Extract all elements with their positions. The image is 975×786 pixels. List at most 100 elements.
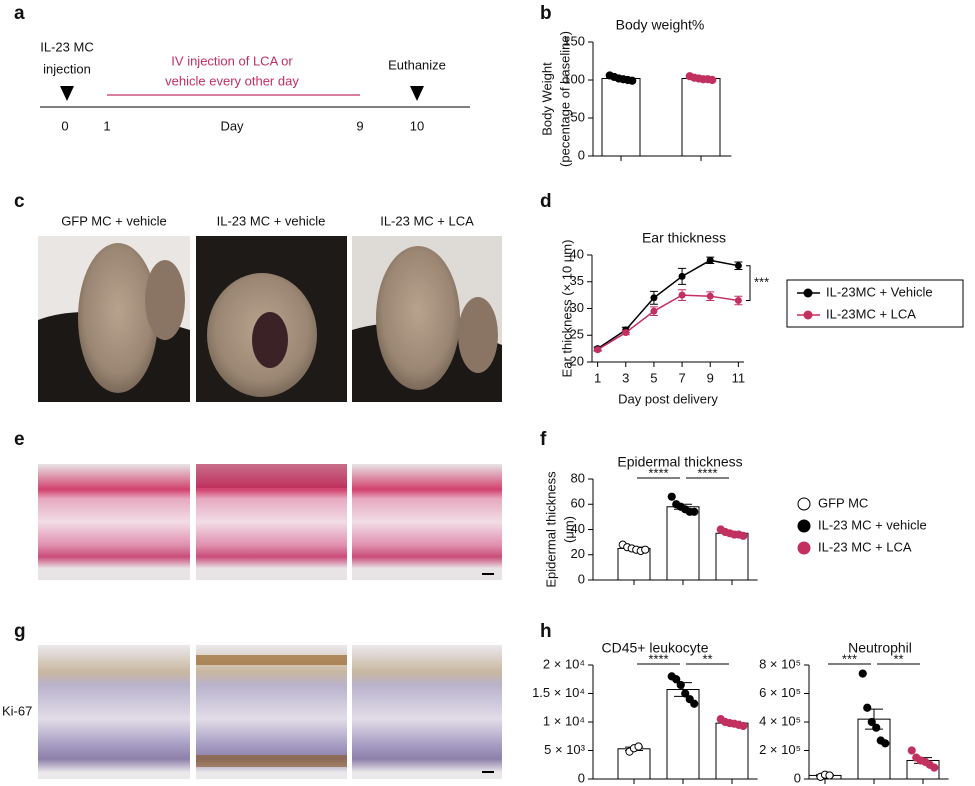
panel-label: e (14, 429, 25, 450)
legend-label: IL-23MC + LCA (826, 306, 916, 321)
chart-title: Body weight% (616, 17, 705, 33)
timeline-tick: 0 (61, 118, 68, 133)
data-point (650, 294, 658, 302)
y-tick-label: 2 × 10⁵ (759, 742, 801, 757)
data-point (622, 329, 630, 337)
significance-label: *** (754, 275, 769, 290)
y-tick-label: 2 × 10⁴ (543, 656, 585, 671)
legend-box (786, 279, 964, 328)
panel-label: b (540, 3, 552, 24)
panel-label: a (14, 3, 25, 24)
data-point (930, 763, 939, 772)
data-point (734, 262, 742, 270)
data-point (681, 689, 690, 698)
y-tick-label: 40 (570, 246, 584, 261)
y-tick-label: 50 (571, 109, 585, 124)
y-tick-label: 1.5 × 10⁴ (532, 685, 585, 700)
data-point (825, 771, 834, 780)
y-tick-label: 60 (571, 496, 585, 511)
significance-label: **** (648, 465, 668, 480)
y-tick-label: 80 (571, 470, 585, 485)
significance-label: ** (893, 651, 903, 666)
legend-marker (797, 541, 811, 555)
bar (715, 532, 749, 581)
y-axis-label: (pecentage of baseline) (557, 31, 572, 167)
significance-label: **** (697, 465, 717, 480)
significance-bracket (746, 265, 751, 301)
y-tick-label: 150 (563, 33, 585, 48)
chart-title: Epidermal thickness (617, 454, 742, 470)
bar (681, 77, 721, 157)
data-point (739, 531, 748, 540)
y-tick-label: 0 (578, 147, 585, 162)
photos-c (38, 236, 502, 402)
data-point (867, 717, 876, 727)
y-tick-label: 6 × 10⁵ (759, 685, 801, 700)
data-point (690, 699, 699, 708)
legend-marker (803, 288, 813, 298)
significance-label: ** (702, 651, 712, 666)
bar-chart: 0 20 40 60 80 Epidermal thickness Epidermal th… (543, 454, 926, 588)
data-point (628, 76, 637, 85)
legend-marker (797, 519, 811, 533)
bar (601, 77, 641, 157)
data-point (594, 346, 602, 354)
bar-chart: 0 5 × 10³ 1 × 10⁴ 1.5 × 10⁴ 2 × 10⁴ CD45+ leu… (532, 640, 758, 785)
x-axis-label: Day post delivery (618, 391, 718, 406)
x-tick-label: 1 (594, 370, 601, 385)
x-tick-label: 7 (678, 370, 685, 385)
y-tick-label: 30 (570, 300, 584, 315)
series-line (597, 259, 739, 350)
legend-label: IL-23 MC + vehicle (818, 517, 927, 532)
start-label: IL-23 MC (40, 39, 93, 54)
photos-g (38, 645, 502, 779)
y-tick-label: 1 × 10⁴ (543, 713, 585, 728)
data-point (858, 669, 867, 678)
photo-label: IL-23 MC + vehicle (217, 213, 326, 228)
y-tick-label: 8 × 10⁵ (759, 656, 801, 671)
data-point (650, 307, 658, 315)
legend-marker (797, 497, 811, 511)
data-point (667, 492, 676, 501)
chart-title: Ear thickness (642, 230, 726, 246)
data-point (641, 545, 650, 554)
bar (666, 506, 700, 581)
bar (617, 748, 651, 780)
y-axis-label: Body Weight (539, 62, 554, 136)
panel-label: c (14, 191, 25, 212)
data-point (672, 675, 681, 684)
data-point (907, 746, 916, 755)
data-point (676, 680, 685, 690)
y-axis-label: Epidermal thickness (543, 471, 558, 588)
data-point (863, 703, 872, 712)
x-tick-label: 9 (707, 370, 714, 385)
y-tick-label: 20 (571, 546, 585, 561)
bar-chart: 0 50 100 150 Body weight% Body Weight (pecenta… (539, 17, 732, 167)
start-label: injection (43, 61, 91, 76)
chart-title: Neutrophil (848, 640, 912, 656)
timeline-tick: 10 (410, 118, 424, 133)
legend-label: GFP MC (818, 495, 868, 510)
data-point (708, 75, 717, 85)
y-tick-label: 0 (794, 770, 801, 785)
end-label: Euthanize (388, 57, 446, 72)
stain-label: Ki-67 (2, 703, 32, 718)
y-tick-label: 20 (570, 353, 584, 368)
photo-label: GFP MC + vehicle (61, 213, 167, 228)
panel-label: d (540, 191, 552, 212)
data-point (706, 292, 714, 300)
y-tick-label: 100 (563, 71, 585, 86)
timeline-tick: 9 (356, 118, 363, 133)
legend-marker (803, 310, 813, 320)
arrow (410, 86, 424, 101)
photos-e (38, 464, 502, 580)
data-point (678, 272, 686, 280)
data-point (872, 723, 881, 732)
timeline-tick: 1 (103, 118, 110, 133)
y-tick-label: 25 (570, 327, 584, 342)
data-point (690, 507, 699, 516)
bar (715, 722, 749, 780)
